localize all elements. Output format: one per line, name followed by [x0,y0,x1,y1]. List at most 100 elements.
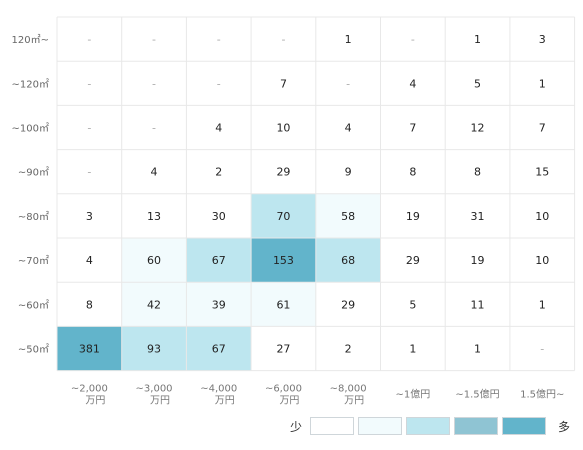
heatmap-chart: - - - -1-1 3- - -7-4 5 1- -4 10 4 7 12 7- 4 2 29 9 8 8 153 13 3… [12,16,576,407]
heatmap-cell [380,17,446,62]
heatmap-cell [509,326,575,371]
heatmap-cell-value: 93 [147,343,161,356]
heatmap-cell-value: - [217,33,221,46]
heatmap-cell [251,238,316,283]
row-label: ~80㎡ [18,211,49,223]
heatmap-cell [251,105,316,150]
heatmap-cell-value: 58 [341,210,355,223]
heatmap-cell-value: 8 [474,166,481,179]
heatmap-cell [251,282,316,327]
heatmap-cell-value: 1 [474,33,481,46]
legend-swatch-level-3 [454,417,499,435]
heatmap-cell [57,326,122,371]
heatmap-cell [251,149,316,194]
heatmap-cell [251,326,316,371]
heatmap-cell [121,238,187,283]
column-label: 1.5億円~ [520,388,564,401]
heatmap-cell-value: 13 [147,210,161,223]
column-label: ~2,000 [71,384,108,395]
column-label: ~3,000 [136,384,173,395]
heatmap-cell-value: - [411,33,415,46]
heatmap-cell-value: - [87,166,91,179]
legend-swatch-level-0 [310,417,355,435]
heatmap-cell [121,193,187,238]
heatmap-cell [315,61,381,106]
heatmap-cell-value: - [152,122,156,135]
heatmap-cell [509,282,575,327]
heatmap-cell [57,238,122,283]
heatmap-cell [315,149,381,194]
heatmap-cell-value: 19 [406,210,420,223]
heatmap-cell [186,149,252,194]
heatmap-cell-value: 3 [86,210,93,223]
heatmap-cell-value: 67 [212,254,226,267]
heatmap-cell-value: 4 [215,122,222,135]
heatmap-cell-value: - [217,77,221,90]
heatmap-cell-value: 29 [341,298,355,311]
column-label: ~1億円 [395,388,430,401]
heatmap-cell-value: 70 [276,210,290,223]
heatmap-cell [57,61,122,106]
legend-swatch-level-1 [358,417,403,435]
column-label-unit: 万円 [215,396,235,407]
row-label: ~100㎡ [12,123,49,135]
legend-swatch-level-2 [406,417,451,435]
heatmap-cell [315,238,381,283]
heatmap-cell [509,61,575,106]
heatmap-cell [315,326,381,371]
heatmap-cell-value: 15 [535,166,549,179]
heatmap-cell-value: 42 [147,298,161,311]
column-label: ~6,000 [265,384,302,395]
row-label: ~70㎡ [18,255,49,267]
heatmap-cell-value: 31 [471,210,485,223]
heatmap-cell-value: 1 [409,343,416,356]
row-label: ~50㎡ [18,344,49,356]
heatmap-cell [380,238,446,283]
heatmap-cell-value: 12 [471,122,485,135]
heatmap-cell [315,105,381,150]
heatmap-cell-value: 4 [409,77,416,90]
heatmap-cell-value: 9 [345,166,352,179]
heatmap-cell-value: 1 [474,343,481,356]
heatmap-cell [445,193,510,238]
heatmap-cell-value: 30 [212,210,226,223]
heatmap-cell-value: 1 [539,298,546,311]
heatmap-cell-value: 7 [280,77,287,90]
heatmap-cell-value: - [540,343,544,356]
heatmap-cell-value: 8 [86,298,93,311]
row-label: 120㎡~ [12,34,49,46]
heatmap-cell [509,149,575,194]
heatmap-cell [380,149,446,194]
legend-low-label: 少 [290,419,303,434]
heatmap-cell [509,105,575,150]
heatmap-cell-value: - [152,77,156,90]
heatmap-cell-value: 10 [276,122,290,135]
heatmap-cell [315,282,381,327]
heatmap-cell-value: 381 [79,343,100,356]
heatmap-cell-value: 8 [409,166,416,179]
legend-swatch-level-4 [502,417,547,435]
row-label: ~60㎡ [18,299,49,311]
heatmap-cell [445,149,510,194]
heatmap-cell [121,61,187,106]
heatmap-cell [251,17,316,62]
row-label: ~90㎡ [18,167,49,179]
heatmap-cell-value: - [87,33,91,46]
column-label: ~1.5億円 [455,388,499,401]
heatmap-cell [251,193,316,238]
heatmap-cell [121,282,187,327]
heatmap-cell-value: 1 [539,77,546,90]
heatmap-cell-value: 60 [147,254,161,267]
column-label: ~4,000 [200,384,237,395]
row-label: ~120㎡ [12,78,49,90]
heatmap-cell [251,61,316,106]
heatmap-cell [186,105,252,150]
heatmap-cell-value: 29 [276,166,290,179]
heatmap-cell [380,193,446,238]
heatmap-cell-value: 3 [539,33,546,46]
heatmap-cell [57,105,122,150]
heatmap-cell-value: 153 [273,254,294,267]
heatmap-cell [380,105,446,150]
heatmap-cell-value: - [87,122,91,135]
heatmap-cell-value: 29 [406,254,420,267]
